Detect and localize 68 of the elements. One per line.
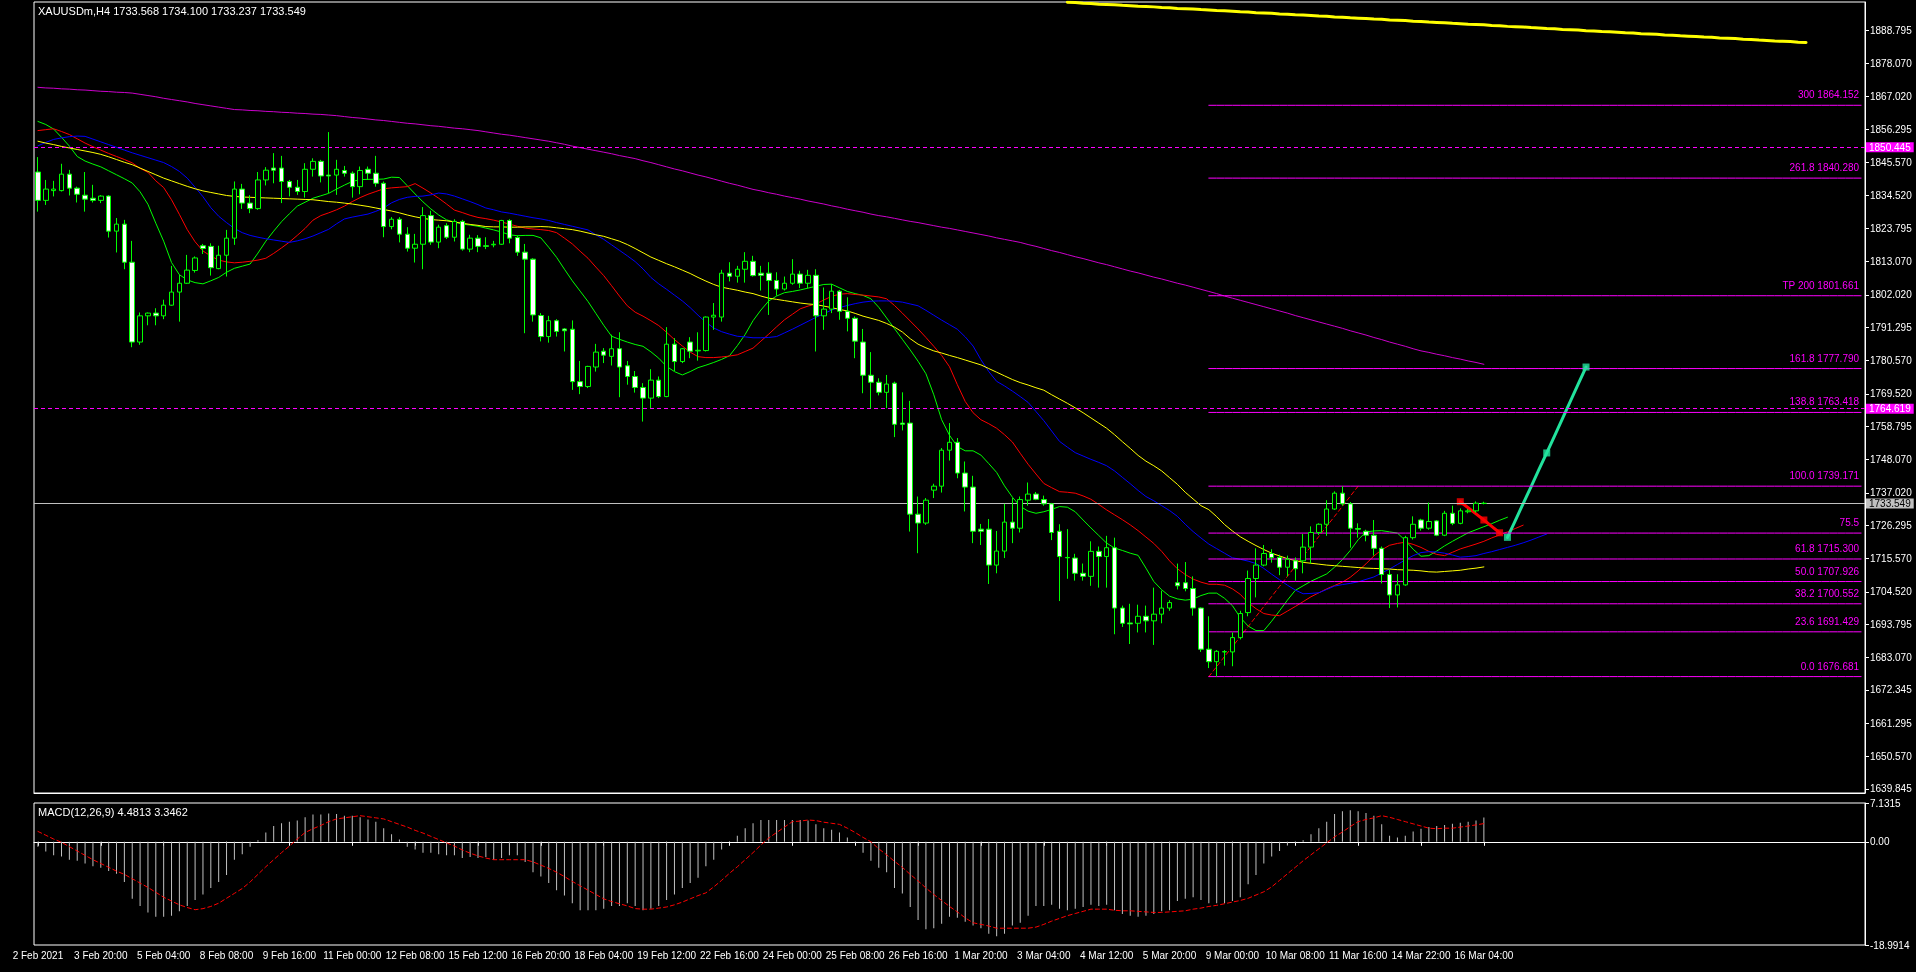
x-tick-label: 18 Feb 04:00: [574, 949, 634, 961]
x-tick-label: 12 Feb 08:00: [385, 949, 446, 961]
y-tick-label: 1683.070: [1870, 651, 1913, 663]
x-tick-label: 10 Mar 08:00: [1265, 949, 1326, 961]
x-tick-label: 9 Mar 00:00: [1205, 949, 1260, 961]
y-tick-label: 1748.070: [1870, 453, 1913, 465]
x-tick-label: 25 Feb 08:00: [825, 949, 886, 961]
y-tick-label: -18.9914: [1870, 939, 1910, 951]
y-tick-label: 1758.795: [1870, 420, 1913, 432]
x-tick-label: 16 Mar 04:00: [1454, 949, 1514, 961]
ref-line-label: 1850.445: [1869, 141, 1912, 153]
y-tick-label: 1715.570: [1870, 552, 1913, 564]
y-tick-label: 1823.795: [1870, 222, 1913, 234]
y-tick-label: 1845.570: [1870, 156, 1913, 168]
y-tick-label: 1693.795: [1870, 619, 1913, 631]
y-tick-label: 1726.295: [1870, 519, 1913, 531]
x-tick-label: 5 Feb 04:00: [136, 949, 191, 961]
ref-line-label: 1733.549: [1869, 497, 1912, 509]
y-tick-label: 1780.570: [1870, 354, 1913, 366]
y-tick-label: 1661.295: [1870, 718, 1913, 730]
x-tick-label: 9 Feb 16:00: [262, 949, 317, 961]
y-tick-label: 1856.295: [1870, 123, 1913, 135]
series-label: 38.2 1700.552: [1795, 587, 1860, 599]
x-tick-label: 4 Mar 12:00: [1079, 949, 1134, 961]
y-tick-label: 1834.520: [1870, 190, 1913, 202]
y-tick-label: 1672.345: [1870, 684, 1913, 696]
y-tick-label: 1639.845: [1870, 783, 1913, 795]
x-tick-label: 3 Feb 20:00: [74, 949, 128, 961]
x-tick-label: 16 Feb 20:00: [511, 949, 571, 961]
chart-title: XAUUSDm,H4 1733.568 1734.100 1733.237 1733.549: [38, 4, 306, 17]
x-tick-label: 2 Feb 2021: [12, 949, 64, 961]
series-label: 300 1864.152: [1797, 89, 1860, 101]
y-tick-label: 1867.020: [1870, 91, 1913, 103]
y-tick-label: 7.1315: [1870, 797, 1902, 809]
series-label: TP 200 1801.661: [1782, 279, 1860, 291]
y-tick-label: 0.00: [1870, 836, 1890, 848]
y-tick-label: 1802.020: [1870, 289, 1913, 301]
series-label: 0.0 1676.681: [1800, 660, 1860, 672]
series-label: 50.0 1707.926: [1795, 565, 1860, 577]
x-tick-label: 19 Feb 12:00: [637, 949, 697, 961]
x-tick-label: 11 Feb 00:00: [323, 949, 382, 961]
y-tick-label: 1769.520: [1870, 388, 1913, 400]
x-tick-label: 14 Mar 22:00: [1391, 949, 1451, 961]
x-tick-label: 8 Feb 08:00: [199, 949, 254, 961]
x-tick-label: 22 Feb 16:00: [700, 949, 760, 961]
x-tick-label: 1 Mar 20:00: [954, 949, 1009, 961]
series-label: 161.8 1777.790: [1789, 352, 1860, 364]
series-label: 100.0 1739.171: [1789, 470, 1860, 482]
x-tick-label: 11 Mar 16:00: [1329, 949, 1388, 961]
x-tick-label: 15 Feb 12:00: [448, 949, 508, 961]
series-label: 61.8 1715.300: [1795, 542, 1860, 554]
y-tick-label: 1878.070: [1870, 57, 1913, 69]
ref-line-label: 1764.619: [1869, 403, 1912, 415]
chart-title: MACD(12,26,9) 4.4813 3.3462: [38, 805, 188, 818]
x-tick-label: 24 Feb 00:00: [762, 949, 823, 961]
series-label: 23.6 1691.429: [1795, 615, 1860, 627]
legend-label: 138.8 1763.418: [1789, 396, 1860, 408]
y-tick-label: 1704.520: [1870, 586, 1913, 598]
y-tick-label: 1888.795: [1870, 24, 1913, 36]
y-tick-label: 1813.070: [1870, 255, 1913, 267]
y-tick-label: 1650.570: [1870, 750, 1913, 762]
x-tick-label: 5 Mar 20:00: [1142, 949, 1197, 961]
x-tick-label: 26 Feb 16:00: [888, 949, 948, 961]
series-label: 261.8 1840.280: [1789, 162, 1860, 174]
y-tick-label: 1737.020: [1870, 487, 1913, 499]
series-label: 75.5: [1839, 517, 1860, 529]
x-tick-label: 3 Mar 04:00: [1017, 949, 1071, 961]
y-tick-label: 1791.295: [1870, 321, 1913, 333]
